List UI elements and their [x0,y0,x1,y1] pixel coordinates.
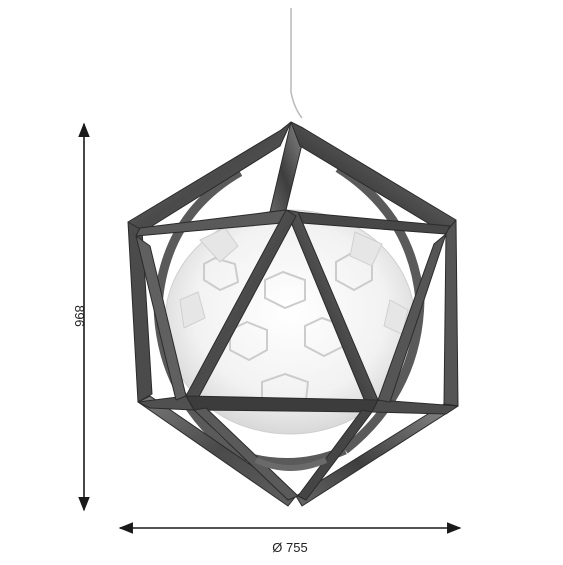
height-dimension: 896 [72,122,90,512]
lower-ring [254,457,328,471]
icosahedron-frame [127,121,459,507]
suspension-cable [290,8,303,119]
diameter-dimension: Ø 755 [118,522,462,555]
height-label: 896 [72,305,87,327]
diameter-label: Ø 755 [272,540,307,555]
